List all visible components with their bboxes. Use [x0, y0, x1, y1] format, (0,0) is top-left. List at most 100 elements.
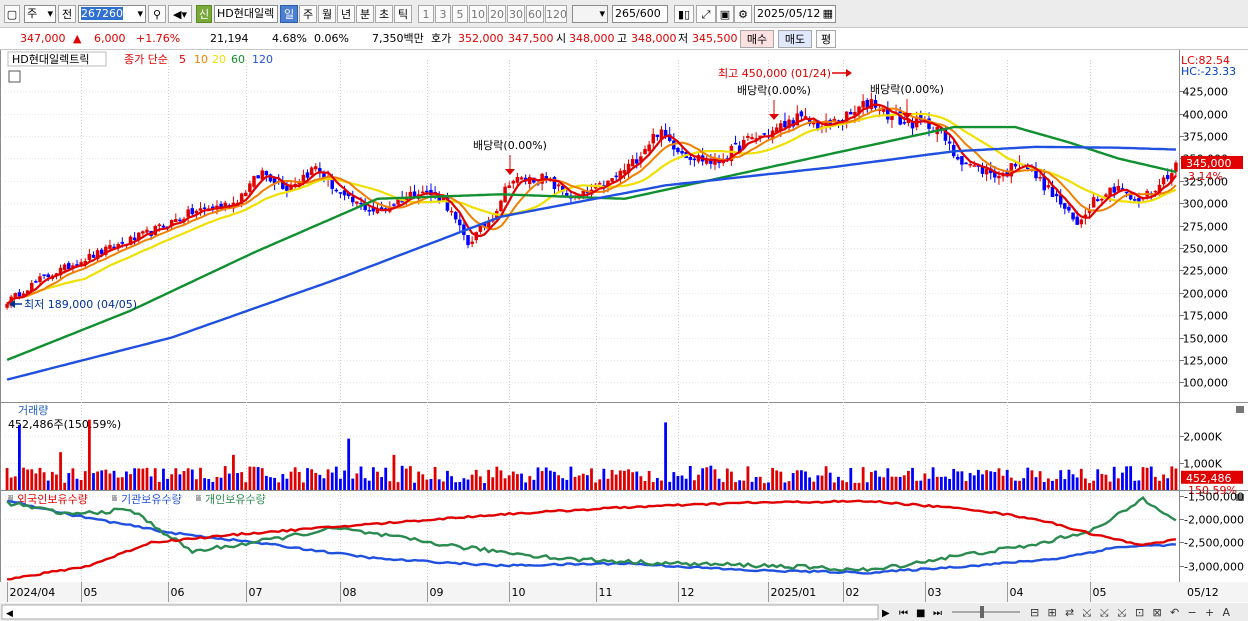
scroll-left-icon: ◀ — [6, 609, 13, 619]
candle-body — [630, 158, 635, 167]
volume-bar — [1001, 475, 1005, 490]
volume-bar — [1092, 480, 1096, 490]
number-button-1[interactable]: 1 — [418, 5, 434, 23]
volume-bar — [907, 470, 910, 490]
volume-bar — [1112, 466, 1116, 490]
volume-bar — [1067, 469, 1071, 490]
candle-body — [449, 210, 454, 213]
number-button-60[interactable]: 60 — [526, 5, 544, 23]
volume-bar — [466, 479, 470, 490]
candle-icon[interactable]: ▮▯ — [674, 5, 694, 23]
gear-icon[interactable]: ⚙ — [734, 5, 752, 23]
individual-holdings-line — [6, 495, 1177, 573]
interval-button-0[interactable]: 일 — [280, 5, 298, 23]
interval-button-5[interactable]: 초 — [375, 5, 393, 23]
right-axis-area — [1179, 50, 1248, 602]
lc-label: LC:82.54 — [1181, 54, 1230, 67]
jeon-button[interactable]: 전 — [58, 5, 76, 23]
volume-bar — [742, 480, 746, 490]
view-icon-4: ⤩ — [1083, 606, 1092, 619]
candle-body — [655, 134, 660, 137]
interval-button-2[interactable]: 월 — [318, 5, 336, 23]
volume-bar — [186, 468, 190, 490]
volume-bar — [680, 475, 684, 490]
scale-select[interactable]: ▾ — [572, 5, 608, 23]
candle-body — [799, 111, 804, 117]
date-field[interactable]: 2025/05/12 ▦ — [754, 5, 836, 23]
save-icon[interactable]: ▣ — [716, 5, 734, 23]
volume-bar — [306, 468, 309, 490]
eval-button[interactable]: 평 — [816, 30, 836, 48]
candle-body — [141, 231, 145, 234]
volume-bar — [429, 478, 433, 490]
candle-body — [466, 235, 470, 246]
chevron-down-icon: ▾ — [137, 7, 143, 20]
volume-bar — [952, 468, 956, 490]
volume-bar — [692, 480, 696, 490]
chart-layout-icon[interactable]: ▢ — [4, 5, 20, 23]
candle-body — [17, 292, 22, 297]
number-button-3[interactable]: 3 — [435, 5, 451, 23]
volume-bar — [1042, 482, 1046, 490]
volume-bar — [544, 467, 548, 490]
volume-bar — [553, 471, 556, 490]
volume-bar — [248, 466, 252, 490]
volume-bar — [507, 475, 511, 490]
volume-bar — [1116, 478, 1120, 490]
period-unit-select[interactable]: 주 ▾ — [24, 5, 56, 23]
volume-bar — [676, 475, 680, 490]
candle-body — [67, 263, 71, 270]
volume-bar — [1129, 466, 1133, 490]
volume-bar — [87, 419, 91, 490]
volume-bar — [157, 481, 161, 490]
buy-button[interactable]: 매수 — [740, 30, 774, 48]
volume-bar — [845, 482, 849, 490]
number-button-120[interactable]: 120 — [545, 5, 567, 23]
candle-body — [795, 113, 800, 126]
volume-bar — [273, 477, 276, 490]
interval-button-4[interactable]: 분 — [356, 5, 374, 23]
count-value: 265 — [615, 7, 636, 20]
number-button-30[interactable]: 30 — [507, 5, 525, 23]
volume-bar — [351, 478, 355, 490]
interval-button-3[interactable]: 년 — [337, 5, 355, 23]
turnover-pct: 4.68% — [272, 32, 307, 45]
volume-bar — [347, 438, 351, 490]
draw-line-icon[interactable]: ⤢ — [696, 5, 716, 23]
volume-bar — [684, 478, 688, 490]
volume-bar — [791, 473, 795, 490]
volume-bar — [1158, 480, 1161, 490]
sell-button[interactable]: 매도 — [778, 30, 812, 48]
volume-bar — [783, 482, 787, 490]
speaker-icon[interactable]: ◀▾ — [168, 5, 192, 23]
chevron-down-icon: ▾ — [47, 7, 53, 20]
stock-code-input[interactable]: 267260 ▾ — [78, 5, 146, 23]
number-button-10[interactable]: 10 — [469, 5, 487, 23]
dividend-1-label: 배당락(0.00%) — [473, 139, 547, 152]
interval-button-1[interactable]: 주 — [299, 5, 317, 23]
volume-bar — [713, 469, 717, 490]
number-button-20[interactable]: 20 — [488, 5, 506, 23]
new-badge[interactable]: 신 — [196, 5, 212, 23]
view-icon-5: ⤩ — [1100, 606, 1109, 619]
volume-bar — [194, 479, 198, 490]
volume-bar — [50, 471, 54, 490]
volume-bar — [594, 482, 598, 490]
candle-body — [91, 254, 96, 258]
volume-bar — [1088, 483, 1091, 490]
interval-button-6[interactable]: 틱 — [394, 5, 412, 23]
candle-body — [1161, 177, 1166, 185]
count-field[interactable]: 265/600 — [612, 5, 668, 23]
volume-bar — [42, 472, 46, 490]
candle-body — [651, 133, 655, 144]
volume-bar — [1083, 478, 1087, 490]
stock-name-value: HD현대일렉 — [217, 7, 275, 20]
stock-chart[interactable]: 2024/04 05 06 07 08 09 10 11 12 2025/01 02 03 04 05 05… — [0, 50, 1248, 621]
search-icon[interactable]: ⚲ — [148, 5, 166, 23]
stop-icon: ■ — [916, 608, 925, 619]
candle-body — [421, 191, 425, 194]
volume-bar — [730, 471, 733, 490]
number-button-5[interactable]: 5 — [452, 5, 468, 23]
volume-bar — [939, 476, 943, 490]
volume-bar — [948, 478, 951, 490]
